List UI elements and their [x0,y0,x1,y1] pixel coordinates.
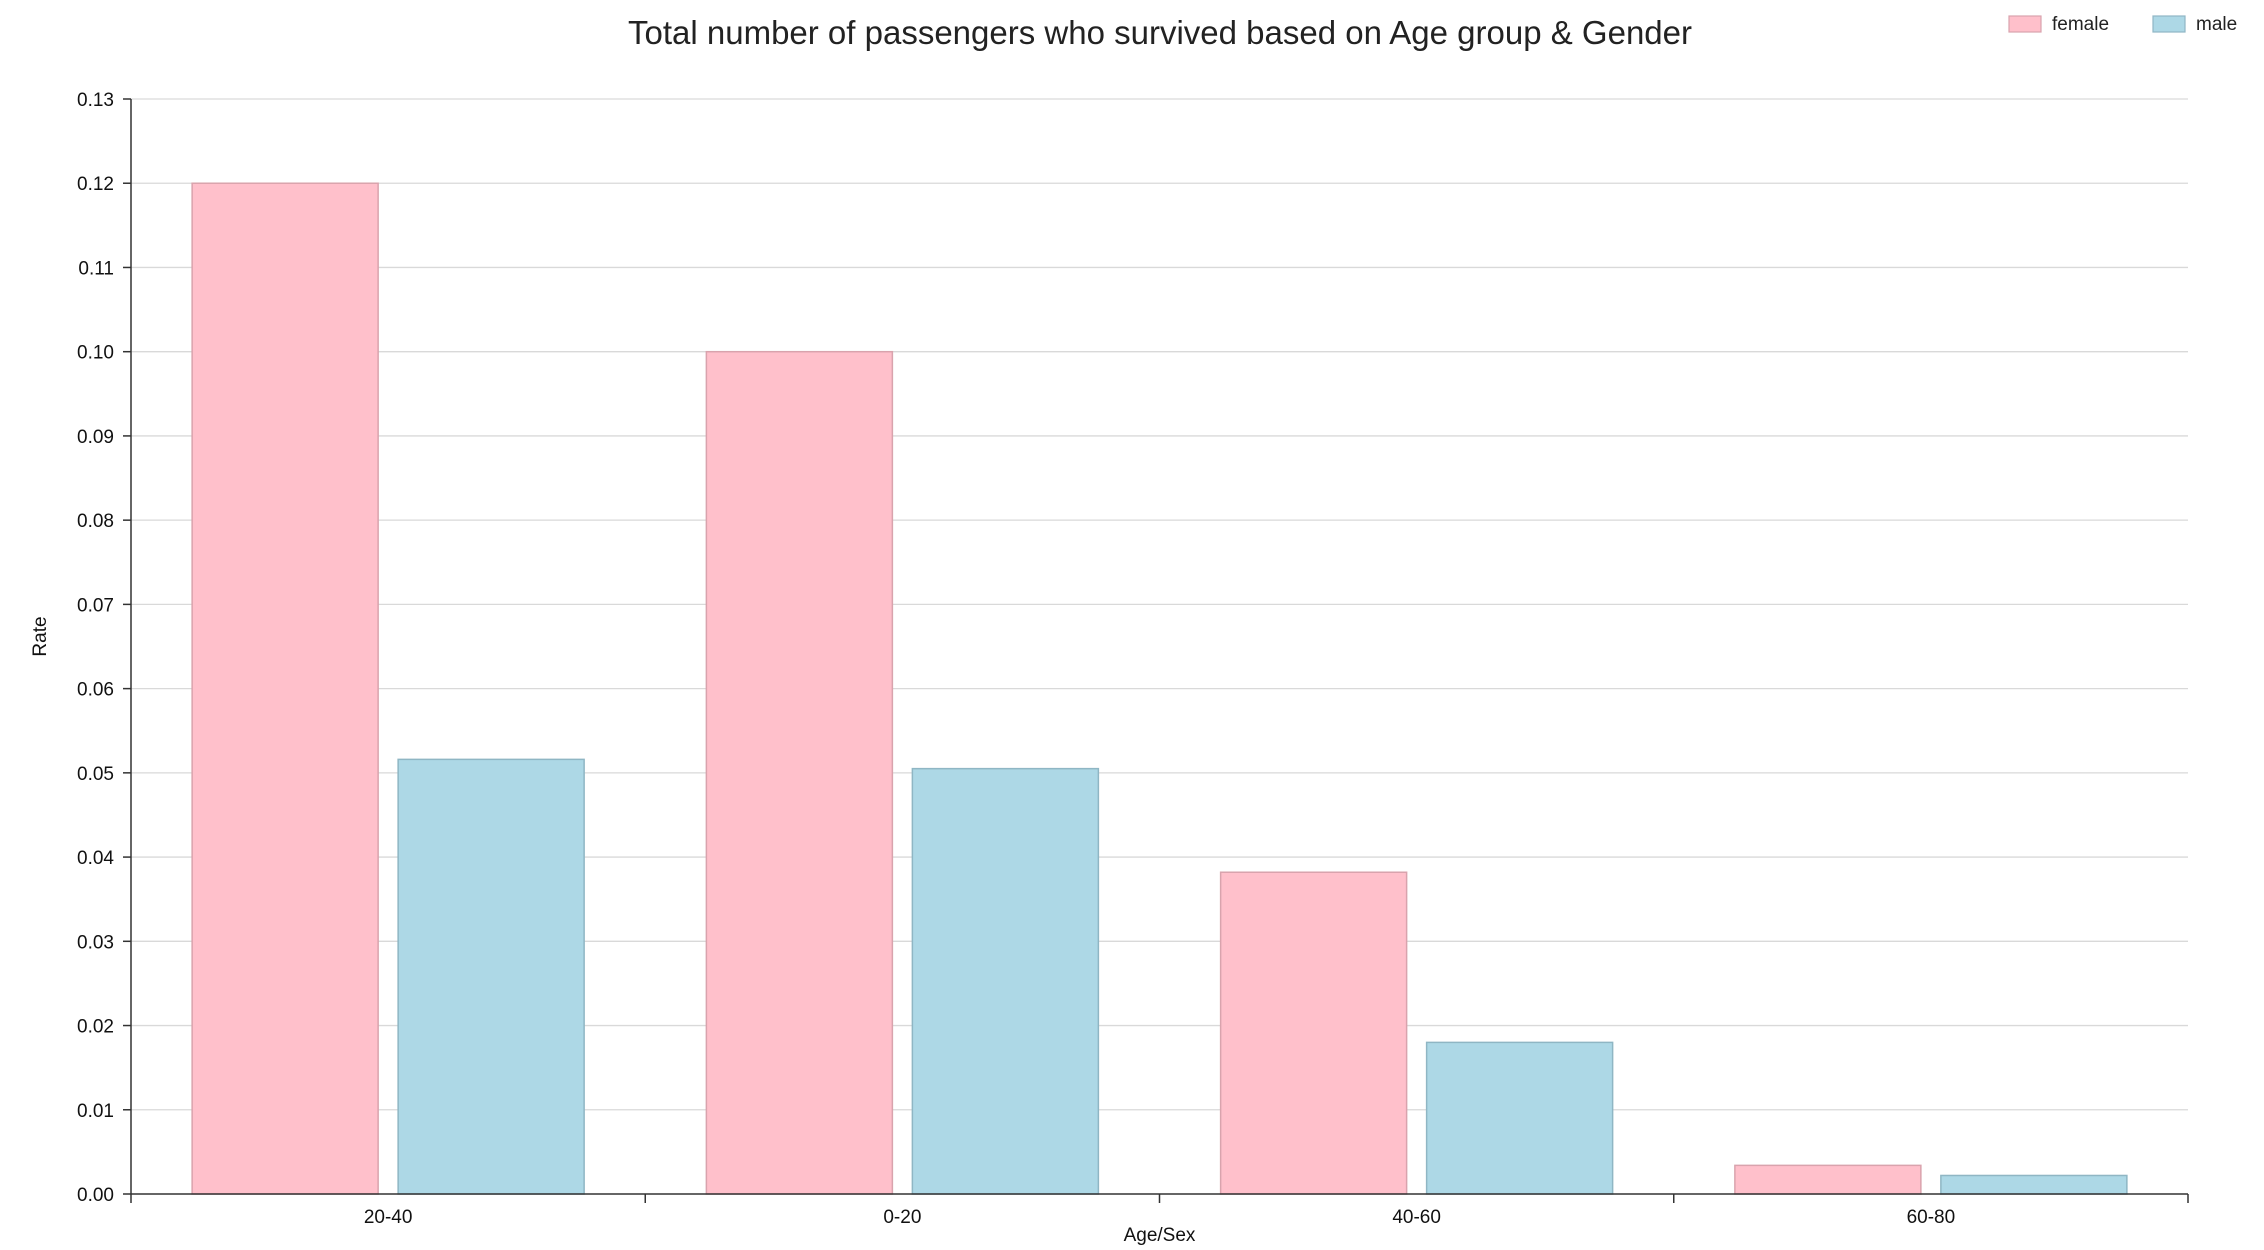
y-tick-label: 0.12 [77,174,114,195]
y-tick-label: 0.10 [77,343,114,364]
y-tick-label: 0.13 [77,90,114,111]
chart-title: Total number of passengers who survived … [628,14,1692,51]
y-tick-label: 0.07 [77,595,114,616]
bar-male-60-80 [1940,1174,2128,1195]
bar-female-20-40 [191,182,379,1195]
y-tick-label: 0.08 [77,511,114,532]
bar-male-0-20 [911,767,1100,1195]
y-tick-label: 0.06 [77,680,114,701]
bar-female-0-20 [705,350,894,1195]
bars [191,182,2128,1195]
bar-male-20-40 [397,758,585,1195]
bar-female-60-80 [1734,1164,1922,1195]
y-axis-label: Rate [30,616,51,656]
y-tick-label: 0.02 [77,1017,114,1038]
x-tick-label: 0-20 [883,1207,921,1228]
legend-label-male: male [2196,14,2237,35]
y-tick-label: 0.11 [78,258,114,279]
x-tick-label: 60-80 [1907,1207,1956,1228]
y-tick-label: 0.05 [77,764,114,785]
axes: 0.00 0.01 0.02 0.03 0.04 0.05 0.06 0.07 0.08 0.09… [77,90,2189,1228]
legend-swatch-male [2152,15,2186,33]
legend-label-female: female [2052,14,2109,35]
y-tick-label: 0.01 [77,1101,114,1122]
y-tick-label: 0.04 [77,848,114,869]
bar-female-40-60 [1219,871,1408,1195]
bar-male-40-60 [1425,1041,1614,1195]
y-tick-label: 0.00 [77,1185,114,1206]
y-tick-label: 0.09 [77,427,114,448]
x-axis-label: Age/Sex [1124,1225,1196,1246]
legend: female male [2008,14,2237,35]
x-tick-label: 20-40 [364,1207,413,1228]
x-tick-label: 40-60 [1392,1207,1441,1228]
y-tick-label: 0.03 [77,932,114,953]
legend-swatch-female [2008,15,2042,33]
